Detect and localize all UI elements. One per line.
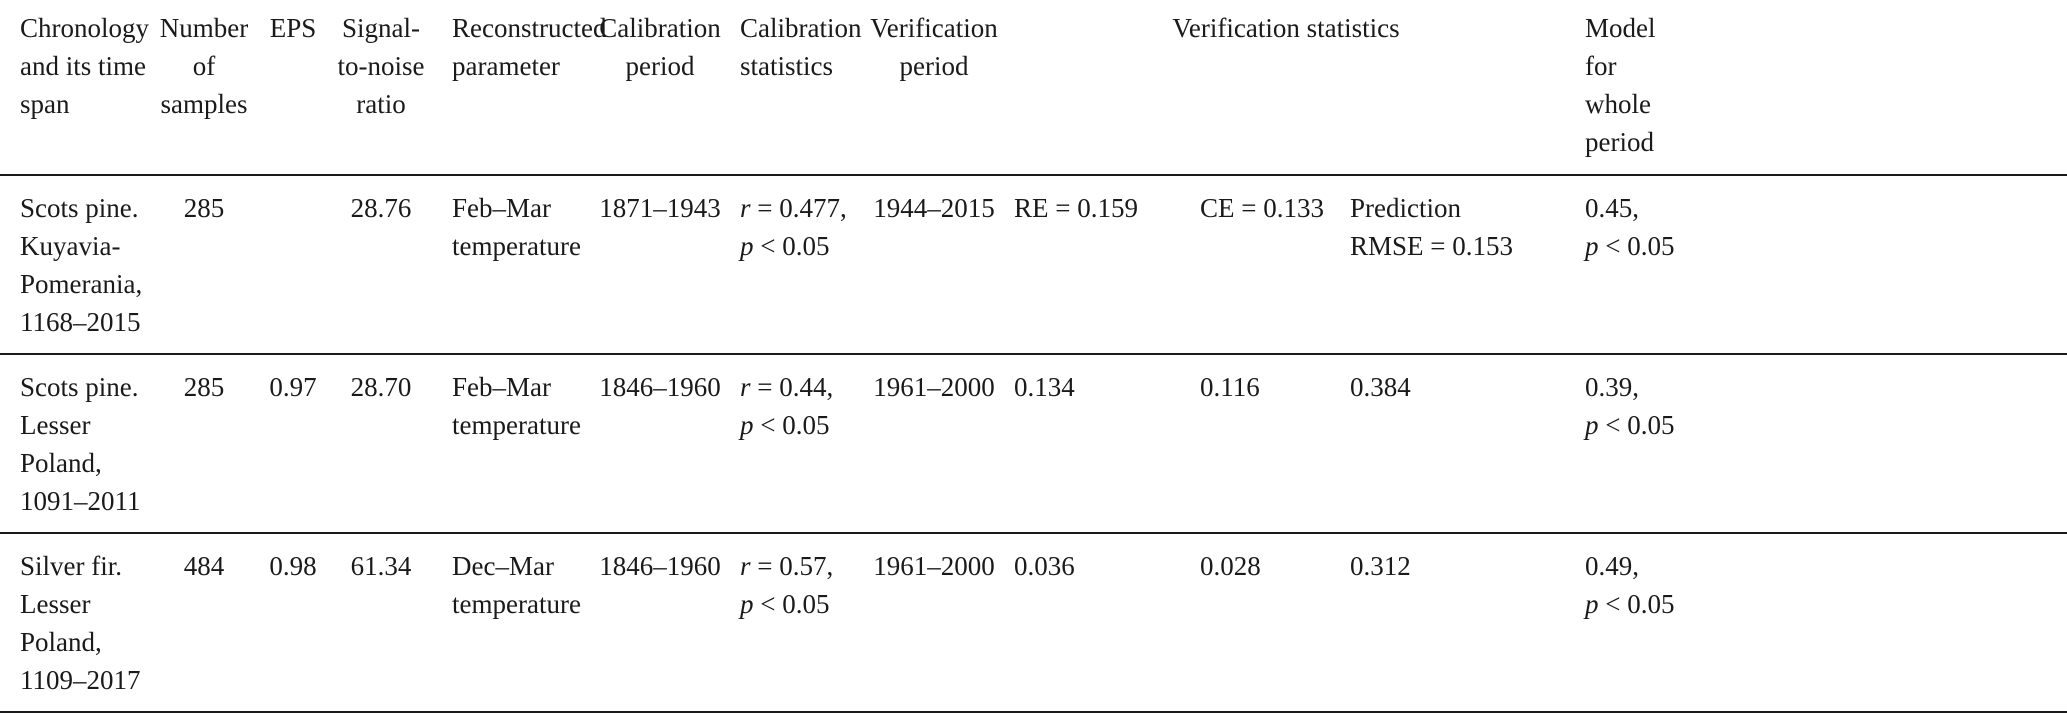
- model-p-value: < 0.05: [1598, 231, 1675, 261]
- cal-r-symbol: r: [740, 193, 751, 223]
- model-p-symbol: p: [1585, 589, 1599, 619]
- cell-ce: 0.116: [1189, 354, 1339, 534]
- cell-calibration-period: 1846–1960: [590, 533, 730, 713]
- cal-p-symbol: p: [740, 231, 754, 261]
- cell-model: 0.45, p < 0.05: [1568, 175, 2067, 355]
- header-calibration-statistics: Calibration statistics: [730, 0, 864, 176]
- cal-p-symbol: p: [740, 410, 754, 440]
- cell-verification-period: 1961–2000: [864, 533, 1004, 713]
- table-header: Chronology and its time span Number of s…: [0, 0, 2067, 176]
- model-value: 0.45,: [1585, 193, 1639, 223]
- model-p-value: < 0.05: [1598, 589, 1675, 619]
- cal-r-symbol: r: [740, 551, 751, 581]
- cal-p-value: < 0.05: [753, 589, 830, 619]
- cell-chronology: Scots pine. Kuyavia- Pomerania, 1168–201…: [0, 175, 152, 355]
- cell-samples: 484: [152, 533, 256, 713]
- table-row: Silver fir. Lesser Poland, 1109–2017 484…: [0, 533, 2067, 713]
- cell-parameter: Feb–Mar temperature: [432, 175, 590, 355]
- cell-rmse: 0.384: [1339, 354, 1568, 534]
- header-calibration-period: Calibration period: [590, 0, 730, 176]
- cell-ce: CE = 0.133: [1189, 175, 1339, 355]
- cell-rmse: 0.312: [1339, 533, 1568, 713]
- cell-model: 0.49, p < 0.05: [1568, 533, 2067, 713]
- cal-r-value: = 0.44,: [750, 372, 834, 402]
- cell-verification-period: 1944–2015: [864, 175, 1004, 355]
- model-value: 0.39,: [1585, 372, 1639, 402]
- cal-r-value: = 0.477,: [750, 193, 847, 223]
- cell-snr: 61.34: [330, 533, 432, 713]
- cell-samples: 285: [152, 354, 256, 534]
- header-parameter: Reconstructed parameter: [432, 0, 606, 176]
- header-eps: EPS: [256, 0, 330, 176]
- cell-chronology: Scots pine. Lesser Poland, 1091–2011: [0, 354, 152, 534]
- model-p-symbol: p: [1585, 410, 1599, 440]
- cell-eps: 0.97: [256, 354, 330, 534]
- cell-re: RE = 0.159: [1004, 175, 1189, 355]
- cal-p-symbol: p: [740, 589, 754, 619]
- cell-calibration-statistics: r = 0.44, p < 0.05: [730, 354, 864, 534]
- cell-parameter: Feb–Mar temperature: [432, 354, 590, 534]
- cal-r-symbol: r: [740, 372, 751, 402]
- cell-calibration-period: 1871–1943: [590, 175, 730, 355]
- cell-eps: 0.98: [256, 533, 330, 713]
- header-verification-statistics: Verification statistics: [1004, 0, 1568, 176]
- cell-parameter: Dec–Mar temperature: [432, 533, 590, 713]
- header-snr: Signal- to-noise ratio: [330, 0, 432, 176]
- cal-p-value: < 0.05: [753, 410, 830, 440]
- cell-model: 0.39, p < 0.05: [1568, 354, 2067, 534]
- model-p-symbol: p: [1585, 231, 1599, 261]
- cell-calibration-statistics: r = 0.477, p < 0.05: [730, 175, 864, 355]
- cell-calibration-statistics: r = 0.57, p < 0.05: [730, 533, 864, 713]
- model-p-value: < 0.05: [1598, 410, 1675, 440]
- header-chronology: Chronology and its time span: [0, 0, 152, 176]
- cell-snr: 28.76: [330, 175, 432, 355]
- cell-verification-period: 1961–2000: [864, 354, 1004, 534]
- table-body: Scots pine. Kuyavia- Pomerania, 1168–201…: [0, 175, 2067, 713]
- cal-r-value: = 0.57,: [750, 551, 834, 581]
- table-row: Scots pine. Kuyavia- Pomerania, 1168–201…: [0, 175, 2067, 355]
- cell-eps: [256, 175, 330, 355]
- cell-ce: 0.028: [1189, 533, 1339, 713]
- table-row: Scots pine. Lesser Poland, 1091–2011 285…: [0, 354, 2067, 534]
- cell-chronology: Silver fir. Lesser Poland, 1109–2017: [0, 533, 152, 713]
- cell-calibration-period: 1846–1960: [590, 354, 730, 534]
- header-samples: Number of samples: [152, 0, 256, 176]
- cal-p-value: < 0.05: [753, 231, 830, 261]
- cell-re: 0.036: [1004, 533, 1189, 713]
- cell-rmse: Prediction RMSE = 0.153: [1339, 175, 1568, 355]
- model-value: 0.49,: [1585, 551, 1639, 581]
- cell-re: 0.134: [1004, 354, 1189, 534]
- header-model: Model for whole period: [1568, 0, 2067, 176]
- cell-snr: 28.70: [330, 354, 432, 534]
- header-verification-period: Verification period: [864, 0, 1004, 176]
- cell-samples: 285: [152, 175, 256, 355]
